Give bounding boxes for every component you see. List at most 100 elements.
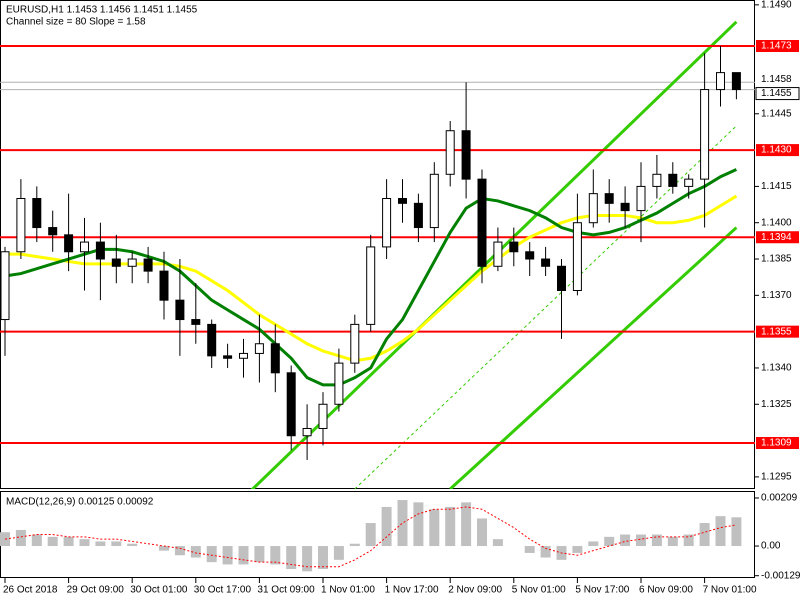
y-tick-label: 0.00209: [761, 493, 798, 504]
y-tick-label: 1.1490: [761, 0, 792, 10]
macd-bar: [699, 523, 710, 547]
candle-body: [95, 241, 105, 260]
x-tick-label: 7 Nov 01:00: [703, 585, 757, 596]
macd-bar: [349, 543, 360, 547]
macd-plot: [0, 500, 742, 572]
macd-bar: [604, 536, 615, 547]
candle-body: [270, 343, 280, 374]
level-label: 1.1430: [761, 145, 792, 156]
price-label-box: [755, 87, 800, 101]
level-label-box: [756, 144, 799, 157]
candle-body: [493, 241, 503, 267]
macd-signal: [4, 506, 737, 568]
macd-bar: [238, 546, 249, 565]
candle-body: [366, 246, 376, 325]
macd-bar: [620, 534, 631, 547]
candle-body: [334, 362, 344, 405]
x-tick-label: 5 Nov 17:00: [575, 585, 629, 596]
x-tick-label: 6 Nov 09:00: [639, 585, 693, 596]
candle-body: [191, 319, 201, 325]
macd-bar: [127, 543, 138, 547]
candle-body: [32, 198, 42, 229]
candle-body: [143, 258, 153, 272]
price-label: 1.1455: [761, 88, 792, 99]
y-tick-label: 1.1295: [761, 472, 792, 483]
macd-bar: [302, 546, 313, 572]
macd-bar: [222, 546, 233, 565]
candle-body: [636, 185, 646, 212]
candle-body: [413, 202, 423, 229]
candle-body: [127, 258, 137, 267]
candle-body: [207, 323, 217, 357]
macd-bar: [79, 539, 90, 547]
moving-average: [5, 194, 738, 363]
candle-body: [572, 222, 582, 291]
macd-bar: [477, 518, 487, 547]
candle-body: [254, 343, 264, 354]
candle-body: [318, 403, 328, 429]
channel-line: [449, 226, 738, 489]
level-label: 1.1473: [761, 41, 792, 52]
level-label: 1.1309: [761, 438, 792, 449]
candle-body: [398, 198, 407, 204]
macd-bar: [461, 502, 472, 547]
level-label-box: [756, 437, 799, 450]
y-tick-label: 1.1400: [761, 217, 792, 228]
main-frame: [0, 0, 755, 489]
x-tick-label: 1 Nov 01:00: [321, 585, 375, 596]
x-tick-label: 1 Nov 17:00: [385, 585, 439, 596]
macd-bar: [95, 541, 106, 547]
candle-body: [16, 198, 26, 253]
candle-body: [525, 251, 535, 260]
candle-body: [80, 241, 89, 253]
price-label-box: [755, 72, 800, 86]
y-tick-label: 1.1385: [761, 254, 792, 265]
macd-bar: [429, 509, 440, 547]
macd-bar: [318, 546, 328, 570]
macd-bar: [715, 516, 726, 547]
level-label-box: [756, 231, 799, 244]
candle-body: [111, 258, 121, 267]
candle-body: [509, 241, 519, 253]
macd-bar: [206, 546, 217, 563]
macd-frame: [0, 491, 755, 578]
candle-body: [541, 258, 551, 267]
chart-subtitle: Channel size = 80 Slope = 1.58: [6, 17, 146, 28]
candle-body: [64, 234, 74, 253]
candle-body: [477, 178, 487, 267]
level-label: 1.1355: [761, 326, 792, 337]
macd-bar: [333, 546, 344, 560]
chart-title: EURUSD,H1 1.1453 1.1456 1.1451 1.1455: [6, 5, 198, 16]
macd-bar: [159, 546, 169, 551]
y-tick-label: 1.1340: [761, 363, 792, 374]
x-tick-label: 26 Oct 2018: [3, 585, 58, 596]
macd-bar: [286, 546, 297, 570]
x-tick-label: 2 Nov 09:00: [448, 585, 502, 596]
macd-bar: [683, 534, 694, 547]
x-tick-label: 29 Oct 09:00: [67, 585, 125, 596]
candle-body: [239, 352, 248, 359]
candle-body: [604, 193, 614, 204]
candle-body: [668, 173, 678, 187]
candle-body: [429, 173, 439, 229]
candle-body: [716, 72, 725, 91]
macd-bar: [63, 536, 74, 547]
macd-bar: [572, 546, 583, 553]
candle-body: [445, 130, 455, 175]
candle-body: [350, 323, 360, 364]
candle-body: [0, 251, 10, 321]
candle-body: [684, 178, 694, 187]
x-tick-label: 30 Oct 01:00: [130, 585, 188, 596]
candle-body: [588, 193, 598, 224]
candle-body: [700, 89, 710, 180]
axes: 1.1490 1.1445 1.1415 1.1400 1.1385 1.1370 1.13…: [3, 0, 800, 596]
macd-bar: [667, 536, 678, 547]
macd-bar: [365, 523, 376, 547]
candle-body: [175, 299, 185, 321]
y-tick-label: 1.1370: [761, 290, 792, 301]
macd-bar: [31, 534, 42, 547]
macd-bar: [270, 546, 281, 565]
x-tick-label: 30 Oct 17:00: [194, 585, 252, 596]
macd-bar: [381, 506, 392, 547]
